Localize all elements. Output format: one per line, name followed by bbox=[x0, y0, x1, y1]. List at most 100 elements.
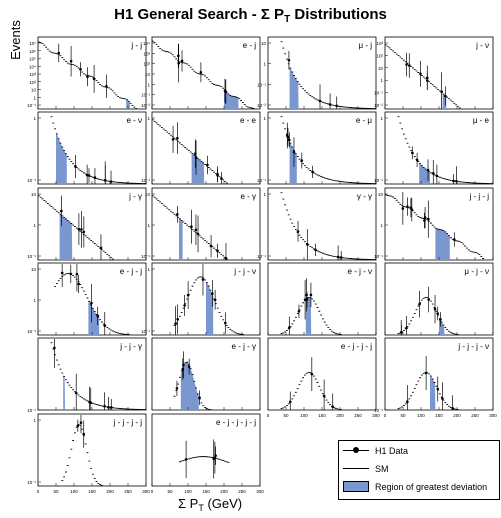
region-fill bbox=[59, 213, 73, 260]
legend-label-sm: SM bbox=[375, 464, 389, 474]
data-point bbox=[69, 59, 73, 63]
y-tick-label: 1 bbox=[380, 78, 383, 83]
panel-18: e - j - j - j 0 50 100 150 200 250 300 bbox=[267, 337, 380, 418]
data-point bbox=[75, 272, 79, 276]
data-point bbox=[431, 172, 435, 175]
panel-label: e - j - j - j bbox=[341, 342, 372, 351]
x-tick-label: 300 bbox=[142, 489, 150, 494]
x-tick-label: 300 bbox=[372, 413, 380, 418]
data-point bbox=[223, 89, 227, 92]
data-point bbox=[287, 58, 291, 62]
region-fill bbox=[289, 141, 297, 184]
y-tick-label: 10⁻¹ bbox=[27, 254, 36, 259]
panel-frame bbox=[151, 111, 261, 185]
data-point bbox=[406, 400, 409, 404]
x-tick-label: 250 bbox=[354, 413, 362, 418]
y-tick-label: 10⁻¹ bbox=[141, 178, 150, 183]
y-tick-label: 1 bbox=[380, 223, 383, 228]
panel-label: e - j - ν bbox=[348, 267, 372, 276]
panel-label: μ - e bbox=[473, 116, 490, 125]
data-point bbox=[309, 293, 313, 297]
data-point bbox=[418, 302, 421, 306]
panel-14: e - j - ν bbox=[267, 262, 377, 336]
data-point bbox=[212, 457, 215, 461]
region-fill bbox=[88, 299, 100, 335]
data-point bbox=[406, 205, 409, 208]
x-tick-label: 150 bbox=[318, 413, 326, 418]
data-point bbox=[439, 318, 442, 321]
data-point bbox=[444, 94, 447, 98]
panel-12: e - j - j 10 1 10⁻¹ bbox=[27, 262, 147, 336]
data-marker-icon bbox=[343, 445, 369, 457]
x-tick-label: 250 bbox=[124, 489, 132, 494]
data-point bbox=[435, 174, 439, 178]
data-point bbox=[206, 163, 209, 167]
data-point bbox=[401, 207, 405, 210]
data-point bbox=[74, 391, 78, 395]
y-tick-label: 10² bbox=[143, 62, 150, 67]
y-tick-label: 10³ bbox=[376, 41, 383, 46]
panel-frame bbox=[151, 413, 261, 487]
y-tick-label: 10⁻¹ bbox=[27, 408, 36, 413]
panel-label: j - j - j - j bbox=[113, 418, 143, 427]
y-tick-label: 10 bbox=[145, 192, 151, 197]
panel-label: e - μ bbox=[356, 116, 373, 125]
data-point bbox=[76, 424, 80, 427]
panel-label: μ - j - ν bbox=[464, 267, 489, 276]
y-tick-label: 10 bbox=[31, 192, 37, 197]
y-tick-label: 10 bbox=[378, 192, 384, 197]
panel-label: e - ν bbox=[126, 116, 142, 125]
data-point bbox=[177, 54, 180, 58]
x-tick-label: 50 bbox=[400, 413, 406, 418]
data-point bbox=[103, 324, 107, 327]
data-point bbox=[336, 255, 340, 259]
panel-17: e - j - γ bbox=[151, 337, 261, 411]
data-point bbox=[182, 363, 185, 367]
panel-label: μ - j bbox=[359, 41, 373, 50]
y-tick-label: 10⁷ bbox=[29, 41, 36, 46]
region-fill bbox=[180, 362, 199, 410]
y-tick-label: 1 bbox=[33, 418, 36, 423]
legend-label-data: H1 Data bbox=[375, 446, 409, 456]
x-tick-label: 150 bbox=[202, 489, 210, 494]
x-axis-label: Σ PT (GeV) bbox=[178, 496, 243, 513]
y-tick-label: 10 bbox=[261, 41, 267, 46]
panel-8: j - γ 10 1 10⁻¹ bbox=[27, 187, 147, 261]
y-tick-label: 10⁻¹ bbox=[257, 82, 266, 87]
panel-label: e - j - j bbox=[120, 267, 142, 276]
y-tick-label: 1 bbox=[147, 223, 150, 228]
data-point bbox=[199, 70, 203, 74]
data-point bbox=[296, 230, 300, 233]
data-point bbox=[105, 85, 108, 88]
x-tick-label: 0 bbox=[384, 413, 387, 418]
region-fill bbox=[179, 218, 183, 260]
data-point bbox=[180, 59, 184, 63]
data-point bbox=[183, 304, 186, 307]
data-point bbox=[224, 256, 228, 260]
data-point bbox=[99, 246, 103, 250]
data-point bbox=[339, 256, 343, 259]
data-point bbox=[175, 387, 179, 390]
y-tick-label: 10 bbox=[145, 72, 151, 77]
y-tick-label: 10⁻¹ bbox=[257, 254, 266, 259]
data-point bbox=[216, 249, 219, 253]
data-point bbox=[288, 326, 291, 329]
x-tick-label: 0 bbox=[267, 413, 270, 418]
panel-label: j - ν bbox=[475, 41, 489, 50]
panel-2: μ - j 10 1 10⁻¹ 10⁻² bbox=[257, 36, 377, 110]
x-tick-label: 0 bbox=[37, 489, 40, 494]
data-point bbox=[436, 387, 440, 391]
y-tick-label: 10⁻¹ bbox=[27, 103, 36, 108]
panel-9: e - γ 10 1 10⁻¹ bbox=[141, 187, 261, 261]
data-point bbox=[186, 293, 190, 297]
panel-label: e - j bbox=[243, 41, 257, 50]
x-tick-label: 200 bbox=[220, 489, 228, 494]
data-point bbox=[441, 397, 444, 400]
data-point bbox=[194, 228, 198, 232]
data-point bbox=[90, 301, 93, 305]
panel-frame bbox=[37, 36, 147, 110]
data-point bbox=[314, 248, 317, 252]
data-point bbox=[292, 150, 296, 154]
data-point bbox=[410, 151, 414, 155]
data-point bbox=[107, 405, 110, 409]
